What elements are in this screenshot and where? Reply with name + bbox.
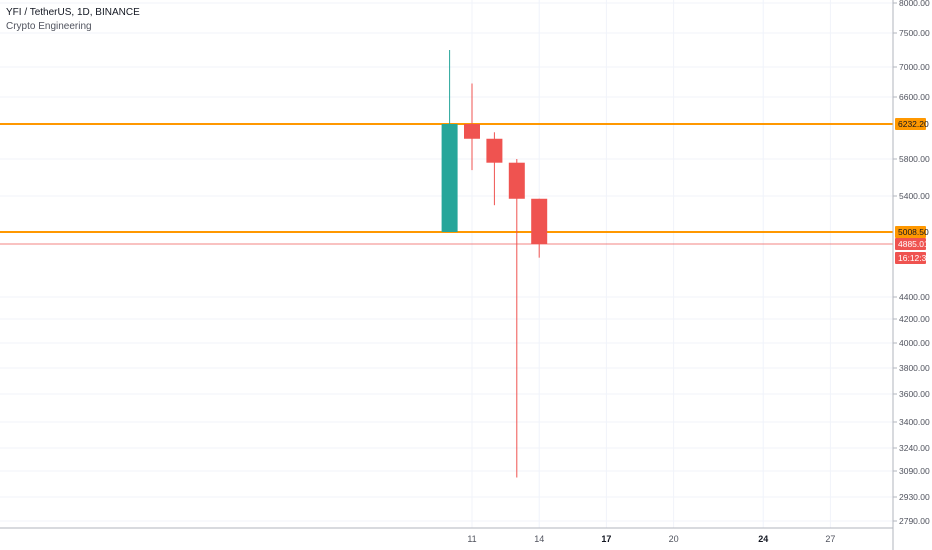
candle-body [464, 124, 480, 139]
candle-body [441, 124, 458, 232]
x-tick-label: 20 [669, 534, 679, 544]
y-tick-label: 3240.00 [899, 443, 930, 453]
y-tick-label: 3800.00 [899, 363, 930, 373]
y-tick-label: 4000.00 [899, 338, 930, 348]
y-tick-label: 3400.00 [899, 417, 930, 427]
level-tag-text: 6232.20 [898, 119, 929, 129]
time-axis: 11 14 17 20 24 27 [0, 527, 893, 544]
y-tick-label: 3090.00 [899, 466, 930, 476]
x-tick-label: 17 [601, 534, 611, 544]
candle [441, 50, 458, 232]
candle [531, 198, 548, 258]
symbol-title: YFI / TetherUS, 1D, BINANCE [6, 7, 140, 18]
y-tick-label: 4200.00 [899, 314, 930, 324]
y-tick-label: 7000.00 [899, 62, 930, 72]
y-tick-label: 7500.00 [899, 28, 930, 38]
y-tick-label: 5800.00 [899, 154, 930, 164]
x-tick-label: 24 [758, 534, 768, 544]
y-tick-label: 2930.00 [899, 492, 930, 502]
x-tick-label: 27 [825, 534, 835, 544]
candle [464, 83, 480, 171]
candles [441, 50, 548, 478]
indicator-label: Crypto Engineering [6, 21, 92, 32]
last-price-tag: 4885.01 [895, 238, 929, 250]
level-tag-bg [895, 118, 926, 130]
level-tag: 6232.20 [895, 118, 929, 130]
last-price-tag-bg [895, 238, 926, 250]
x-tick-label: 14 [534, 534, 544, 544]
grid [0, 0, 893, 528]
y-tick-label: 3600.00 [899, 389, 930, 399]
level-tag: 5008.50 [895, 226, 929, 238]
candle-body [508, 162, 525, 199]
y-tick-label: 6600.00 [899, 92, 930, 102]
y-tick-label: 5400.00 [899, 191, 930, 201]
countdown-tag: 16:12:32 [895, 252, 931, 264]
candle-body [531, 198, 548, 244]
y-tick-label: 4400.00 [899, 292, 930, 302]
countdown-tag-bg [895, 252, 926, 264]
candle-body [486, 138, 503, 163]
y-tick-label: 8000.00 [899, 0, 930, 8]
price-tags: 6232.20 5008.50 4885.01 16:12:32 [895, 118, 931, 264]
level-tag-text: 5008.50 [898, 227, 929, 237]
candle [486, 132, 503, 206]
price-axis: 8000.00 7500.00 7000.00 6600.00 5800.00 5400.… [892, 0, 930, 550]
last-price-tag-text: 4885.01 [898, 239, 929, 249]
countdown-tag-text: 16:12:32 [898, 253, 931, 263]
x-tick-label: 11 [467, 534, 476, 544]
level-tag-bg [895, 226, 926, 238]
y-tick-label: 2790.00 [899, 516, 930, 526]
candle [508, 159, 525, 478]
